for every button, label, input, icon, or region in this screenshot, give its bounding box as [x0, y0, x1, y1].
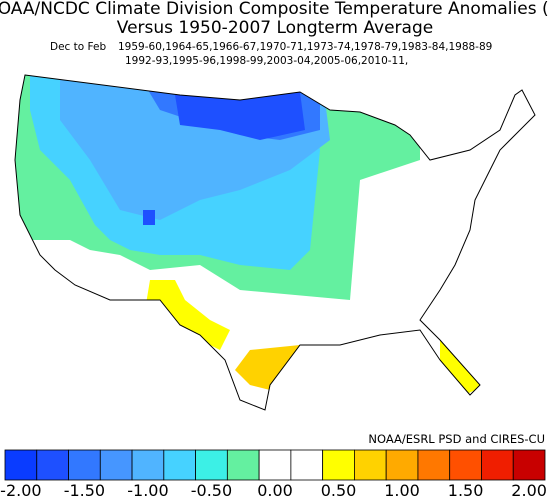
colorbar-label: -1.50: [64, 481, 105, 499]
colorbar-label: 0.50: [321, 481, 357, 499]
color-swatch: [131, 449, 165, 481]
colorbar-label: 0.00: [257, 481, 293, 499]
color-swatch: [4, 449, 38, 481]
us-outline: [14, 74, 536, 411]
color-swatch: [258, 449, 292, 481]
colorbar-label: -2.00: [0, 481, 41, 499]
years: 1992-93,1995-96,1998-99,2003-04,2005-06,…: [125, 55, 408, 67]
color-swatch: [226, 449, 260, 481]
color-swatch: [322, 449, 355, 481]
color-swatch: [354, 449, 387, 481]
color-swatch: [481, 449, 514, 481]
color-swatch: [195, 449, 228, 481]
color-swatch: [417, 449, 451, 481]
title: Versus 1950-2007 Longterm Average: [117, 18, 433, 38]
map: [15, 75, 535, 410]
colorbar: -2.00 -1.50 -1.00 -0.50 0.00 0.50 1.00 1.50 2.00: [0, 449, 547, 500]
color-swatch: [68, 449, 101, 481]
color-swatch: [36, 449, 69, 481]
years: 1959-60,1964-65,1966-67,1970-71,1973-74,…: [118, 41, 492, 53]
colorbar-label: -0.50: [191, 481, 232, 499]
color-swatch: [290, 449, 324, 481]
colorbar-label: -1.00: [127, 481, 168, 499]
season: Dec to Feb: [50, 41, 106, 53]
title: NOAA/NCDC Climate Division Composite Tem…: [0, 0, 550, 19]
credit: NOAA/ESRL PSD and CIRES-CU: [368, 432, 545, 446]
color-swatch: [449, 449, 482, 481]
color-swatch: [99, 449, 133, 481]
color-swatch: [512, 449, 546, 481]
color-swatch: [385, 449, 419, 481]
color-swatch: [163, 449, 196, 481]
colorbar-label: 2.00: [511, 481, 547, 499]
colorbar-label: 1.50: [448, 481, 484, 499]
colorbar-label: 1.00: [384, 481, 420, 499]
